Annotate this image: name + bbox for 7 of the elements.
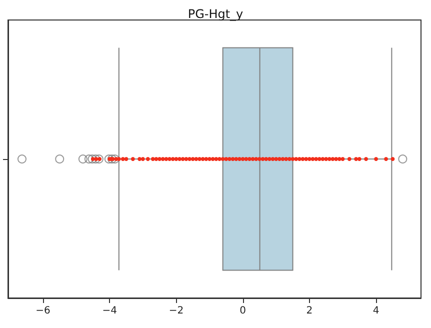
x-tick-label: 0 [240,306,246,316]
chart-title: PG-Hgt_y [188,7,244,21]
x-tick-label: −4 [102,306,117,316]
x-tick-label: 4 [372,306,380,316]
x-tick-label: −2 [168,306,184,316]
x-tick-label: 2 [306,306,313,316]
x-tick-label: −6 [36,306,50,316]
